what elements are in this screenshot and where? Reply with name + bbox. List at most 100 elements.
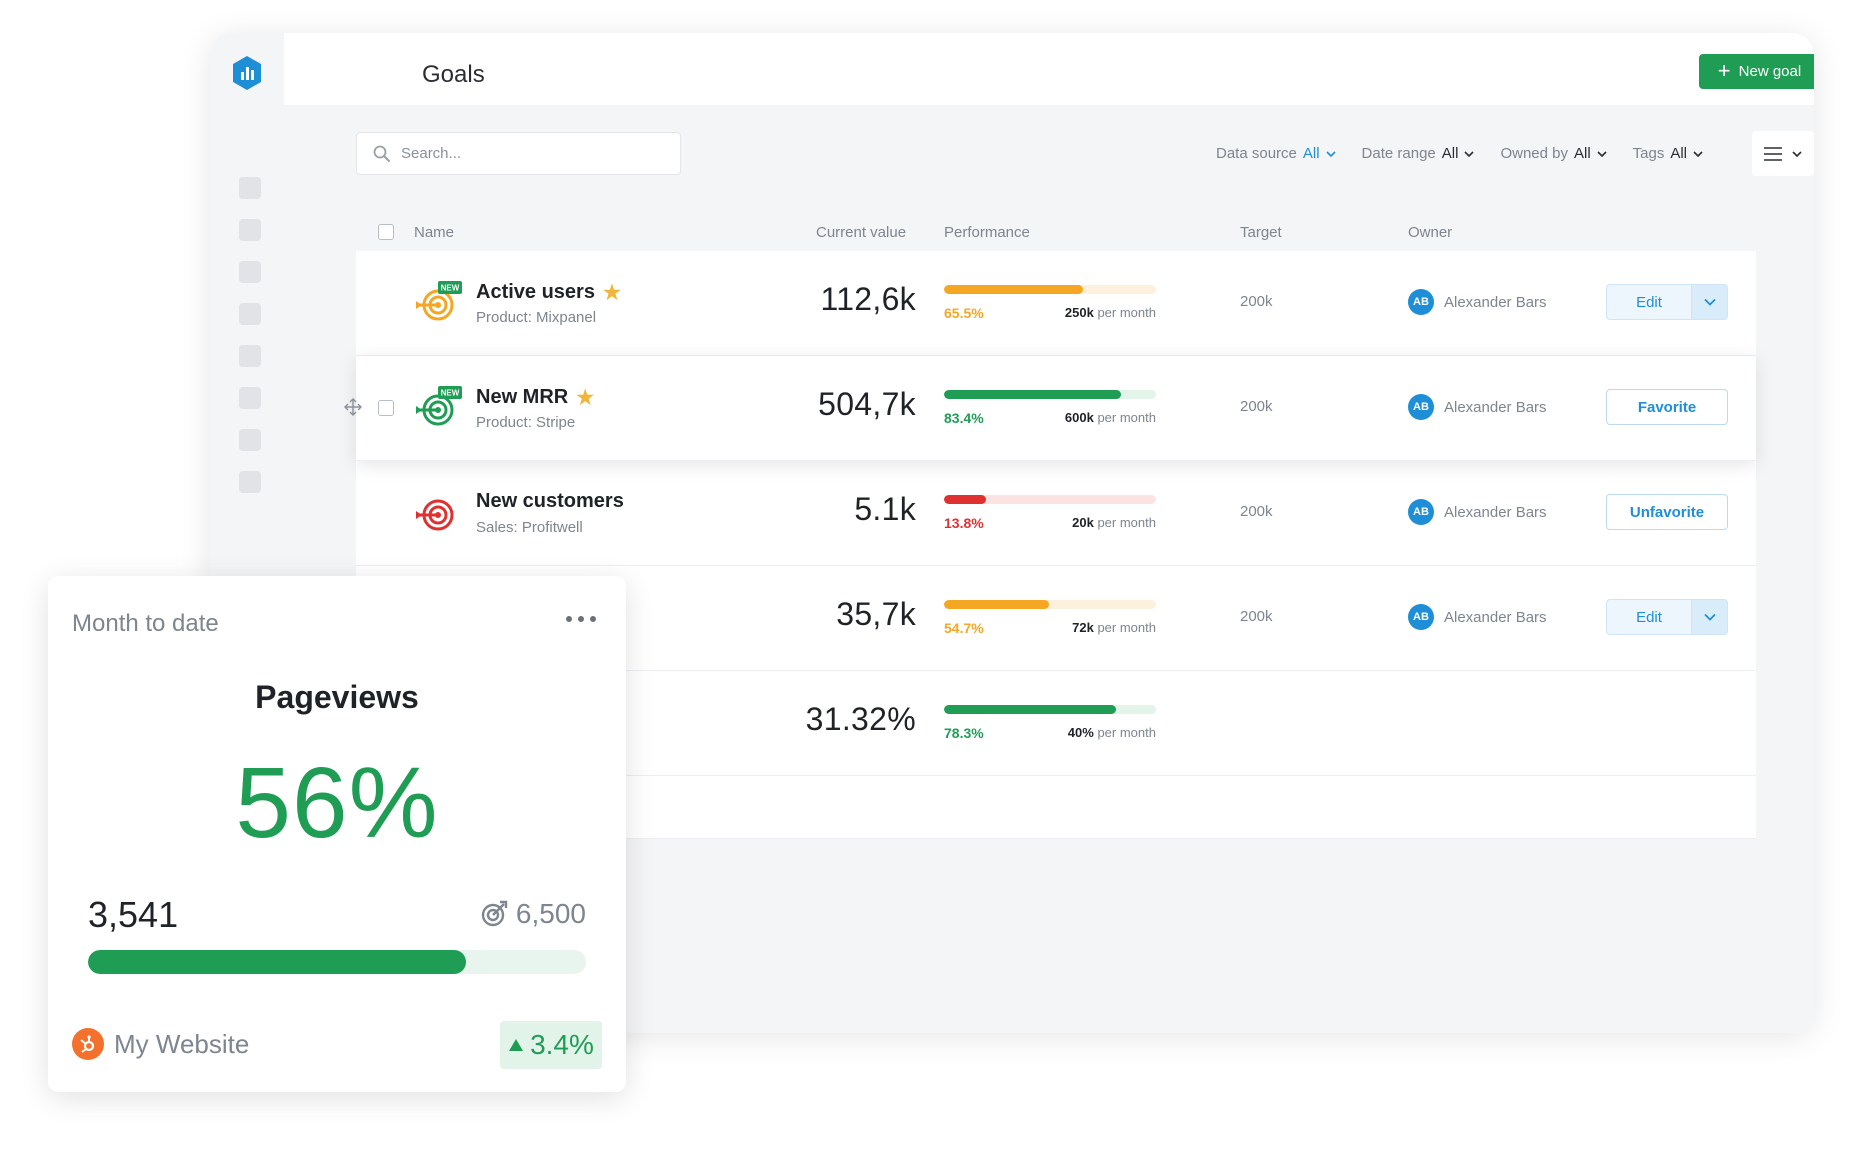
column-current-value: Current value (816, 224, 907, 241)
nav-item-8-icon[interactable] (239, 471, 261, 493)
avatar: AB (1408, 289, 1434, 315)
filter-value: All (1441, 145, 1459, 162)
goal-period: per month (1097, 515, 1156, 530)
goal-amount: 20k (1072, 515, 1094, 530)
goal-source: Sales: Profitwell (476, 519, 583, 536)
progress-bar (944, 600, 1156, 609)
target-goal-icon (416, 499, 454, 531)
data-source[interactable]: My Website (72, 1028, 249, 1060)
metric-goal-value: 6,500 (515, 898, 586, 929)
edit-button[interactable]: Edit (1606, 599, 1692, 635)
owner-name: Alexander Bars (1444, 608, 1547, 626)
chevron-down-icon (1703, 298, 1716, 306)
performance-percent: 54.7% (944, 620, 984, 636)
view-menu-button[interactable] (1752, 131, 1814, 176)
nav-item-2-icon[interactable] (239, 219, 261, 241)
goal-name[interactable]: Active users ★ (476, 280, 621, 305)
owner-name: Alexander Bars (1444, 503, 1547, 521)
topbar: Goals + New goal (284, 33, 1814, 105)
owner-cell: AB Alexander Bars (1408, 604, 1547, 630)
target-value: 200k (1240, 293, 1273, 310)
drag-handle-icon[interactable] (344, 398, 362, 416)
target-value: 200k (1240, 398, 1273, 415)
current-value: 112,6k (820, 281, 916, 317)
widget-title: Month to date (72, 610, 219, 637)
star-icon[interactable]: ★ (576, 387, 595, 409)
performance-percent: 83.4% (944, 410, 984, 426)
nav-item-1-icon[interactable] (239, 177, 261, 199)
goal-period: per month (1097, 620, 1156, 635)
favorite-button[interactable]: Favorite (1606, 389, 1728, 425)
star-icon[interactable]: ★ (602, 282, 621, 304)
plus-icon: + (1717, 57, 1731, 83)
goal-period: per month (1097, 725, 1156, 740)
metric-progress-bar (88, 950, 586, 974)
metric-name: Pageviews (255, 679, 419, 715)
goal-source: Product: Stripe (476, 414, 576, 431)
hubspot-icon (72, 1028, 104, 1060)
owner-cell: AB Alexander Bars (1408, 394, 1547, 420)
target-icon (481, 900, 508, 927)
goal-name[interactable]: New MRR ★ (476, 385, 594, 410)
owner-name: Alexander Bars (1444, 293, 1547, 311)
table-row[interactable]: NEW New MRR ★ Product: Stripe 504,7k 83.… (344, 356, 1756, 461)
filter-label: Tags (1632, 145, 1665, 162)
filter-date-range[interactable]: Date range All (1362, 145, 1475, 162)
table-row[interactable]: New customers Sales: Profitwell 5.1k 13.… (356, 461, 1756, 566)
select-all-checkbox[interactable] (378, 224, 394, 240)
row-actions: Edit (1606, 599, 1728, 635)
metric-percent: 56% (235, 747, 439, 859)
avatar: AB (1408, 394, 1434, 420)
nav-item-7-icon[interactable] (239, 429, 261, 451)
edit-dropdown-button[interactable] (1692, 284, 1728, 320)
chevron-down-icon (1597, 150, 1607, 157)
table-row[interactable]: NEW Active users ★ Product: Mixpanel 112… (356, 251, 1756, 356)
nav-item-4-icon[interactable] (239, 303, 261, 325)
performance-goal: 600k per month (1065, 410, 1156, 425)
performance-percent: 13.8% (944, 515, 984, 531)
search-input[interactable]: Search... (356, 132, 681, 175)
current-value: 5.1k (854, 491, 916, 527)
more-options-icon[interactable] (566, 616, 596, 622)
goal-period: per month (1097, 410, 1156, 425)
performance-cell: 54.7% 72k per month (944, 600, 1156, 636)
nav-item-3-icon[interactable] (239, 261, 261, 283)
new-goal-button[interactable]: + New goal (1699, 54, 1814, 89)
current-value: 31.32% (805, 701, 916, 737)
nav-item-6-icon[interactable] (239, 387, 261, 409)
progress-fill (944, 600, 1050, 609)
filter-data-source[interactable]: Data source All (1216, 145, 1336, 162)
new-goal-label: New goal (1738, 63, 1802, 80)
metric-current-value: 3,541 (88, 894, 179, 935)
filter-value: All (1670, 145, 1688, 162)
metric-progress-fill (88, 950, 467, 974)
row-actions: Favorite (1606, 389, 1728, 425)
filter-label: Date range (1361, 145, 1436, 162)
databox-logo-icon[interactable] (231, 55, 263, 91)
goal-name[interactable]: New customers (476, 490, 624, 513)
change-badge: 3.4% (500, 1021, 602, 1069)
goal-source: Product: Mixpanel (476, 309, 597, 326)
filter-owned-by[interactable]: Owned by All (1500, 145, 1607, 162)
progress-bar (944, 390, 1156, 399)
edit-button[interactable]: Edit (1606, 284, 1692, 320)
goal-amount: 40% (1067, 725, 1094, 740)
search-icon (373, 145, 390, 162)
filter-label: Data source (1216, 145, 1297, 162)
row-actions: Edit (1606, 284, 1728, 320)
owner-cell: AB Alexander Bars (1408, 289, 1547, 315)
column-name: Name (414, 224, 455, 241)
goal-amount: 250k (1064, 305, 1094, 320)
nav-item-5-icon[interactable] (239, 345, 261, 367)
filter-tags[interactable]: Tags All (1633, 145, 1703, 162)
performance-percent: 78.3% (944, 725, 984, 741)
avatar: AB (1408, 604, 1434, 630)
edit-dropdown-button[interactable] (1692, 599, 1728, 635)
row-checkbox[interactable] (378, 400, 394, 416)
unfavorite-button[interactable]: Unfavorite (1606, 494, 1728, 530)
filter-label: Owned by (1500, 145, 1568, 162)
progress-fill (944, 495, 987, 504)
pageviews-widget[interactable]: Month to date Pageviews 56% 3,541 6,500 … (48, 576, 626, 1092)
goal-name-text: New customers (476, 490, 624, 512)
column-performance: Performance (944, 224, 1030, 241)
